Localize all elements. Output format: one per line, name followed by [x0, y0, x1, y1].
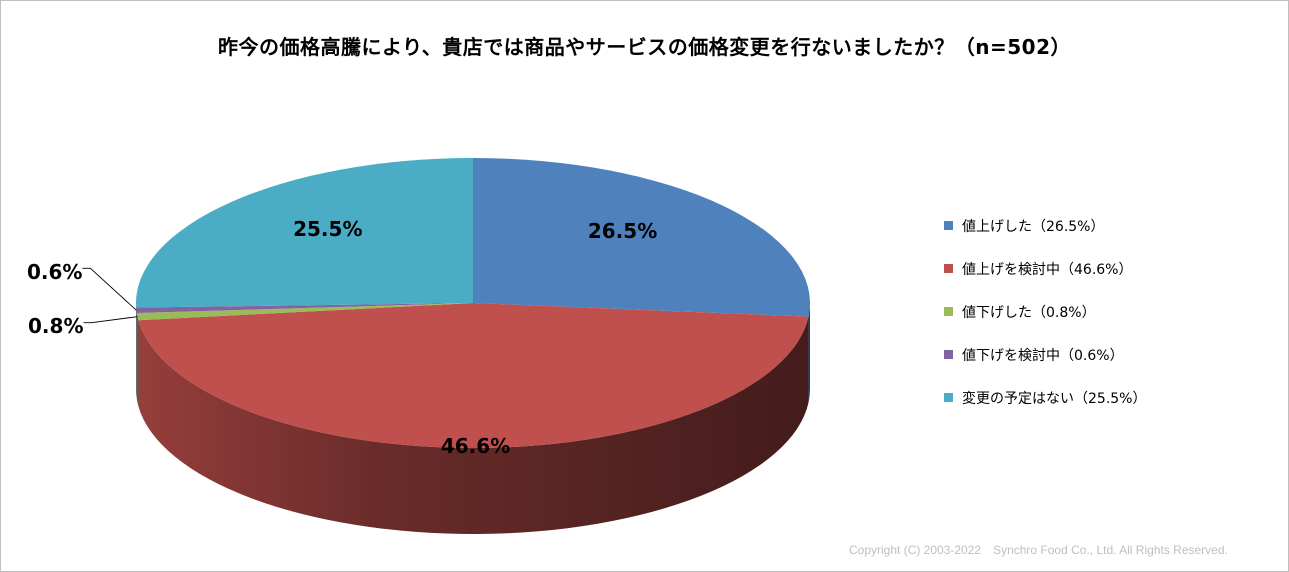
legend-swatch — [944, 307, 953, 316]
pie-side-0 — [808, 303, 810, 403]
legend-item: 値下げした（0.8%） — [944, 290, 1146, 333]
legend-label: 値上げした（26.5%） — [962, 218, 1105, 235]
legend-item: 値下げを検討中（0.6%） — [944, 333, 1146, 376]
leader-line-3 — [82, 267, 137, 311]
legend-label: 値下げを検討中（0.6%） — [962, 347, 1124, 364]
pie-side-2 — [136, 313, 139, 407]
legend: 値上げした（26.5%） 値上げを検討中（46.6%） 値下げした（0.8%） 値下げ… — [944, 204, 1146, 419]
legend-label: 値下げした（0.8%） — [962, 304, 1096, 321]
data-label-4: 25.5% — [293, 217, 362, 241]
legend-swatch — [944, 350, 953, 359]
pie-side-3 — [136, 307, 137, 400]
copyright-text: Copyright (C) 2003-2022 Synchro Food Co.… — [849, 543, 1228, 557]
pie-slice-3 — [136, 303, 473, 314]
leader-line-2 — [83, 316, 138, 324]
data-label-3: 0.6% — [27, 260, 82, 284]
legend-label: 値上げを検討中（46.6%） — [962, 261, 1133, 278]
legend-item: 変更の予定はない（25.5%） — [944, 376, 1146, 419]
pie-slice-0 — [473, 158, 810, 317]
pie-slice-4 — [136, 158, 473, 308]
legend-swatch — [944, 264, 953, 273]
chart-title: 昨今の価格高騰により、貴店では商品やサービスの価格変更を行ないましたか？（n=5… — [217, 35, 1072, 59]
legend-swatch — [944, 393, 953, 402]
legend-swatch — [944, 221, 953, 230]
data-label-1: 46.6% — [441, 434, 510, 458]
legend-item: 値上げを検討中（46.6%） — [944, 247, 1146, 290]
pie-slice-1 — [138, 303, 809, 448]
legend-item: 値上げした（26.5%） — [944, 204, 1146, 247]
legend-label: 変更の予定はない（25.5%） — [962, 390, 1147, 407]
pie-slice-2 — [136, 303, 474, 321]
data-label-0: 26.5% — [588, 219, 657, 243]
data-label-2: 0.8% — [28, 314, 83, 338]
pie-side-1 — [138, 316, 809, 534]
